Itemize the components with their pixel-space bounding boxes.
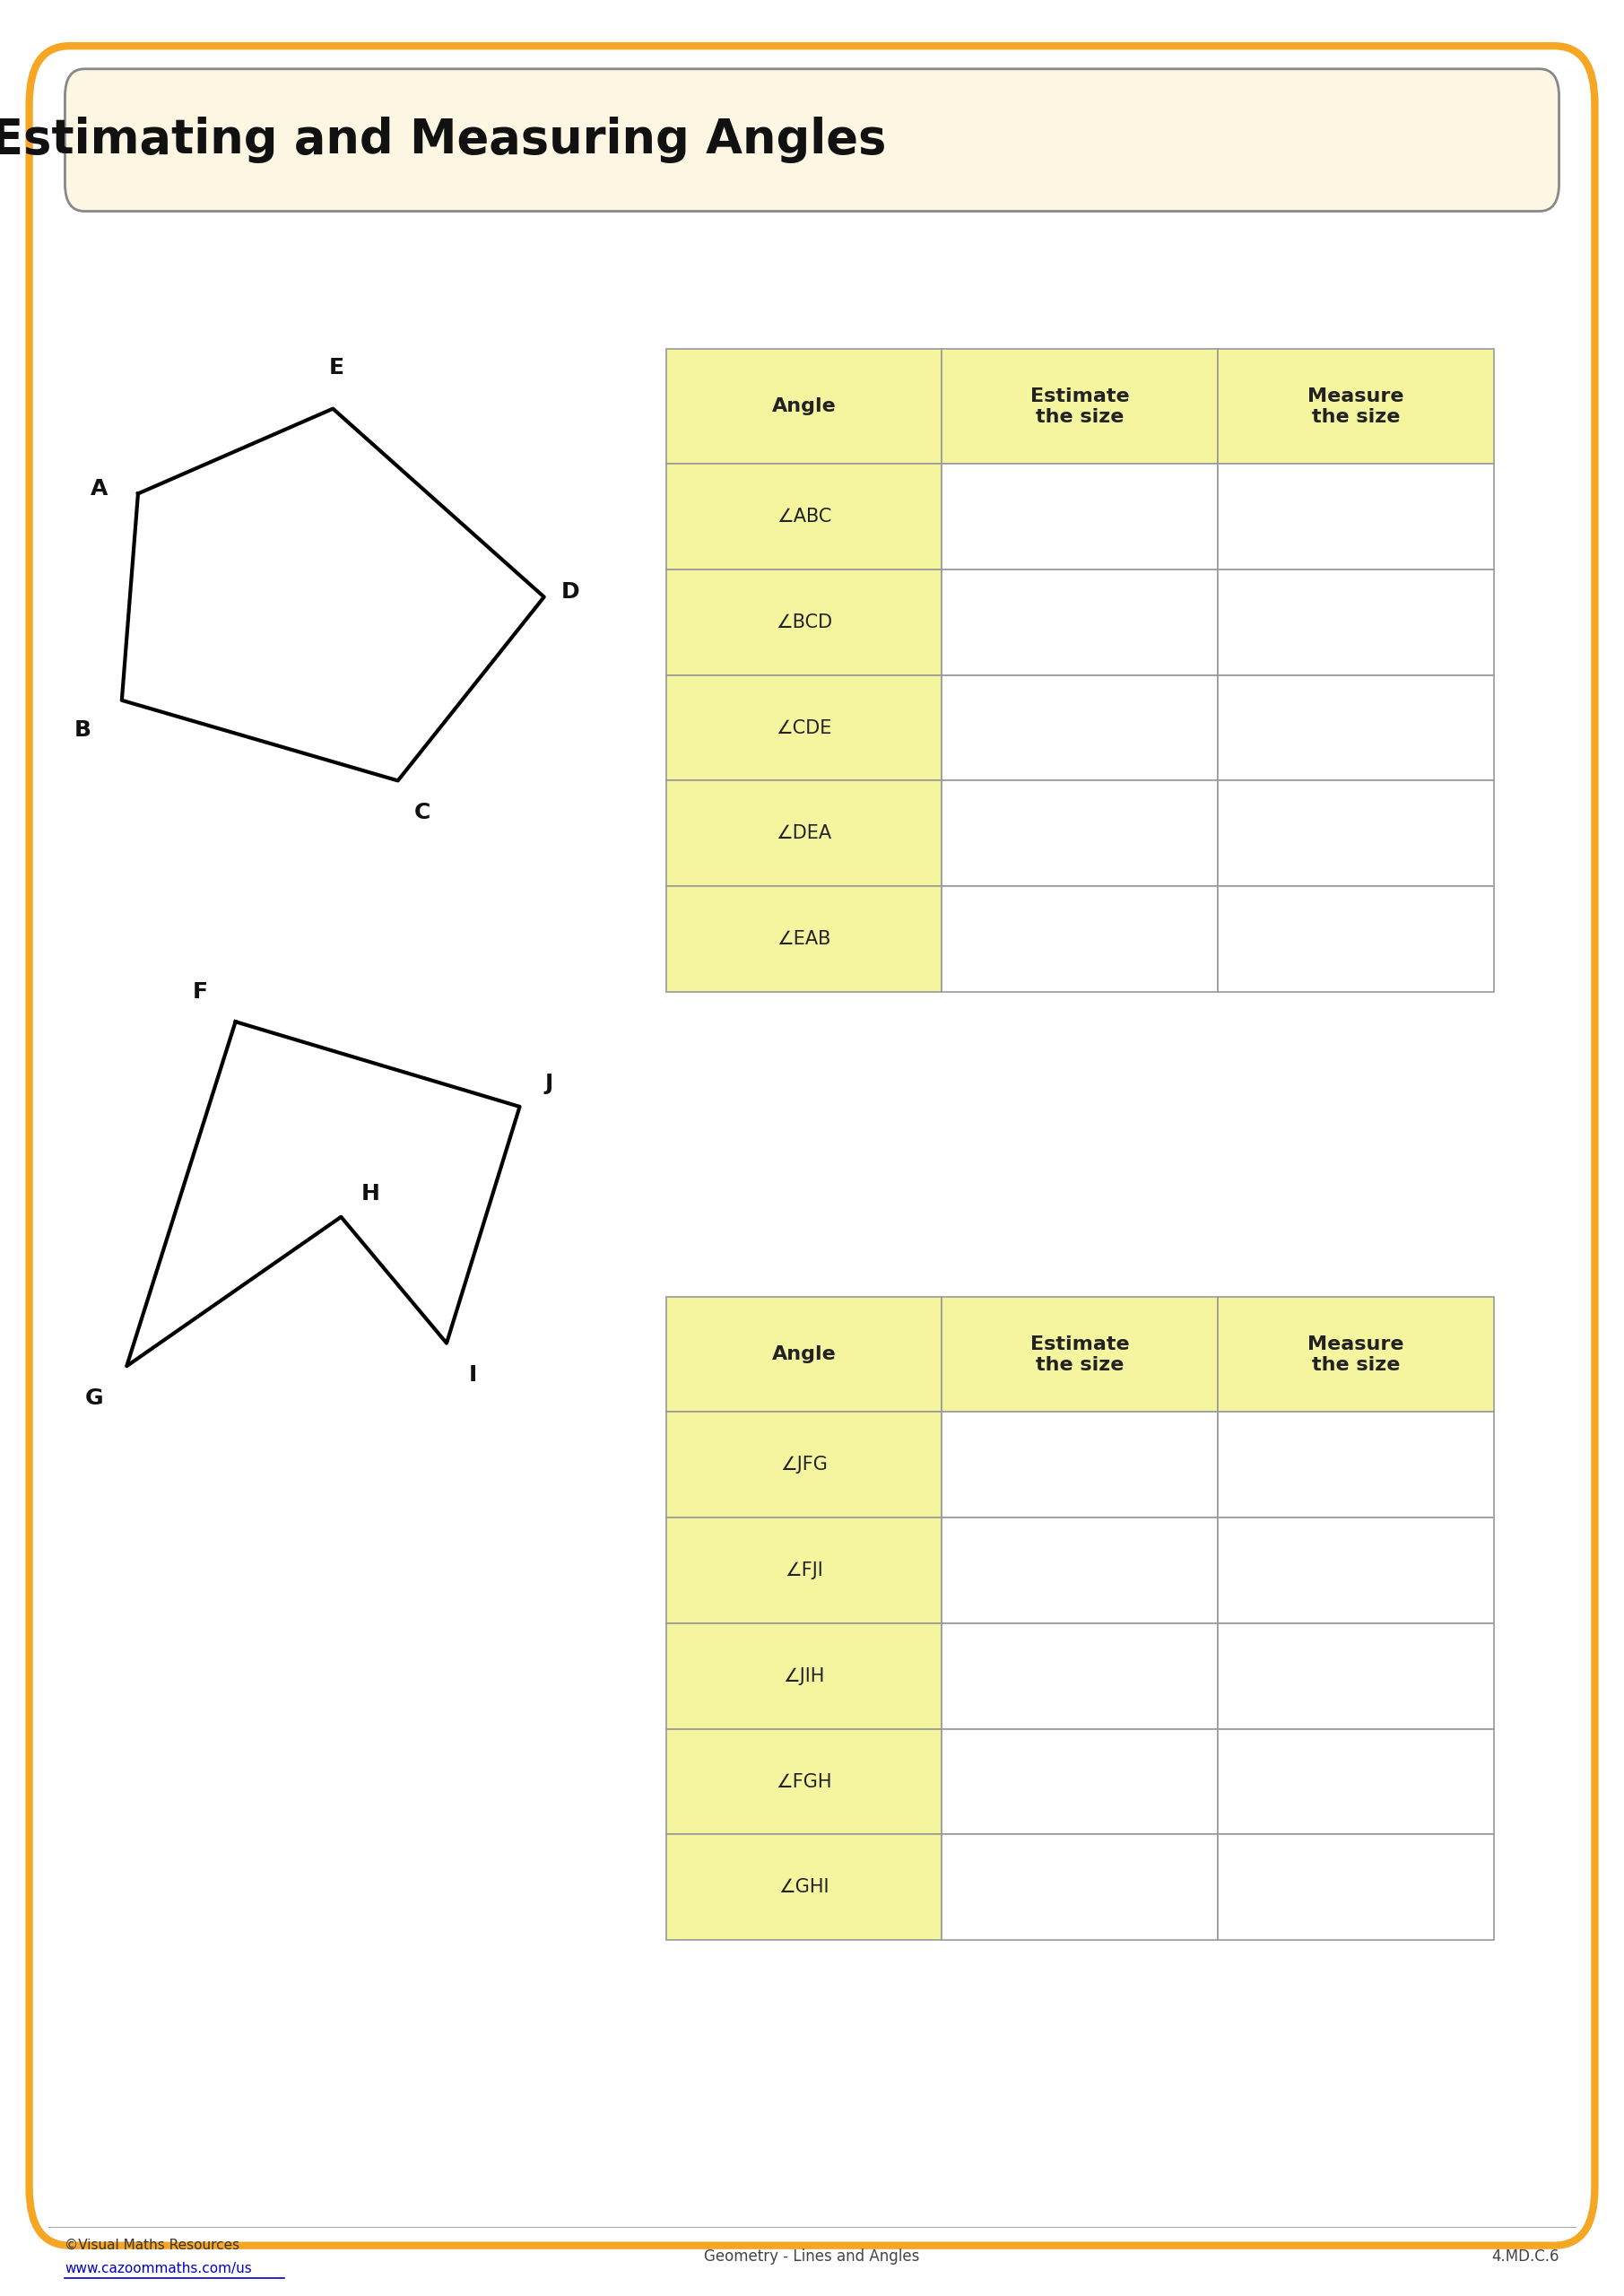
Bar	[1218, 464, 1494, 569]
Bar	[1218, 781, 1494, 886]
Bar	[666, 1297, 942, 1412]
Text: F: F	[192, 980, 208, 1003]
Bar	[666, 1623, 942, 1729]
Text: Angle: Angle	[771, 1345, 836, 1364]
Bar	[1218, 1623, 1494, 1729]
Bar	[666, 1412, 942, 1518]
Bar	[1218, 1412, 1494, 1518]
Bar	[666, 569, 942, 675]
Text: ∠BCD: ∠BCD	[776, 613, 831, 631]
Text: G: G	[84, 1387, 104, 1410]
Text: ©Visual Maths Resources: ©Visual Maths Resources	[65, 2239, 240, 2252]
Text: Geometry - Lines and Angles: Geometry - Lines and Angles	[705, 2248, 919, 2266]
Text: www.cazoommaths.com/us: www.cazoommaths.com/us	[65, 2262, 252, 2275]
Text: C: C	[414, 801, 430, 824]
Bar	[942, 1835, 1218, 1940]
Bar	[942, 464, 1218, 569]
FancyBboxPatch shape	[29, 46, 1595, 2245]
Text: ∠JFG: ∠JFG	[780, 1456, 828, 1474]
Bar	[942, 1729, 1218, 1835]
Text: ∠FJI: ∠FJI	[784, 1561, 823, 1580]
Text: J: J	[544, 1072, 554, 1095]
Text: A: A	[91, 478, 107, 501]
Text: D: D	[560, 581, 580, 604]
Bar	[942, 569, 1218, 675]
Text: ∠DEA: ∠DEA	[776, 824, 831, 843]
Bar	[1218, 1518, 1494, 1623]
Text: H: H	[361, 1182, 380, 1205]
Text: ∠GHI: ∠GHI	[778, 1878, 830, 1896]
Bar	[1218, 675, 1494, 781]
Text: Estimate
the size: Estimate the size	[1030, 1336, 1130, 1373]
Bar	[1218, 349, 1494, 464]
Text: E: E	[328, 356, 344, 379]
Bar	[942, 675, 1218, 781]
Bar	[942, 1518, 1218, 1623]
Text: Measure
the size: Measure the size	[1307, 1336, 1405, 1373]
Bar	[666, 464, 942, 569]
Bar	[666, 1518, 942, 1623]
Bar	[1218, 886, 1494, 992]
Bar	[666, 1835, 942, 1940]
Bar	[666, 781, 942, 886]
Bar	[1218, 1835, 1494, 1940]
Text: ∠EAB: ∠EAB	[776, 930, 831, 948]
Bar	[942, 1412, 1218, 1518]
Bar	[942, 1297, 1218, 1412]
Bar	[942, 349, 1218, 464]
Text: Measure
the size: Measure the size	[1307, 388, 1405, 425]
Text: Angle: Angle	[771, 397, 836, 416]
FancyBboxPatch shape	[65, 69, 1559, 211]
Bar	[666, 886, 942, 992]
Text: I: I	[468, 1364, 477, 1387]
Bar	[666, 349, 942, 464]
Text: 4.MD.C.6: 4.MD.C.6	[1491, 2248, 1559, 2266]
Text: ∠ABC: ∠ABC	[776, 507, 831, 526]
Bar	[1218, 1729, 1494, 1835]
Bar	[666, 675, 942, 781]
Bar	[942, 886, 1218, 992]
Text: Estimating and Measuring Angles: Estimating and Measuring Angles	[0, 117, 887, 163]
Bar	[666, 1729, 942, 1835]
Text: ∠FGH: ∠FGH	[776, 1773, 831, 1791]
Text: B: B	[75, 719, 91, 742]
Bar	[1218, 569, 1494, 675]
Text: Estimate
the size: Estimate the size	[1030, 388, 1130, 425]
Text: ∠CDE: ∠CDE	[776, 719, 831, 737]
Bar	[942, 781, 1218, 886]
Bar	[942, 1623, 1218, 1729]
Text: ∠JIH: ∠JIH	[783, 1667, 825, 1685]
Bar	[1218, 1297, 1494, 1412]
